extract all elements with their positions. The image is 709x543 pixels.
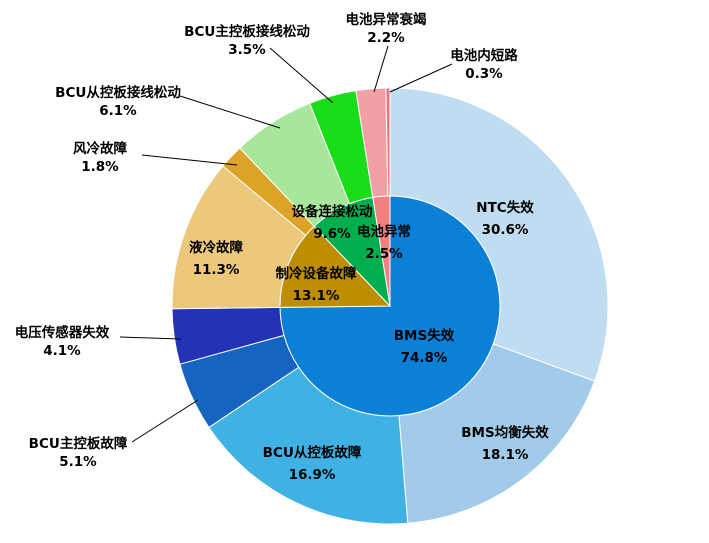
slice-label: 设备连接松动 9.6% <box>292 203 373 242</box>
leader-line <box>179 95 281 129</box>
slice-label: BCU主控板接线松动 3.5% <box>184 23 310 58</box>
slice-label: 电压传感器失效 4.1% <box>15 324 110 359</box>
leader-line <box>141 154 238 166</box>
slice-label: 风冷故障 1.8% <box>73 140 127 175</box>
slice-label: 电池异常 2.5% <box>357 223 411 262</box>
leader-line <box>389 63 453 93</box>
slice-label: BMS均衡失效 18.1% <box>461 424 549 463</box>
slice-label: 制冷设备故障 13.1% <box>276 265 357 304</box>
slice-label: NTC失效 30.6% <box>476 199 534 238</box>
slice-label: BCU从控板接线松动 6.1% <box>55 84 181 119</box>
slice-outer <box>385 87 391 197</box>
slice-label: BMS失效 74.8% <box>394 327 455 366</box>
leader-line <box>131 399 199 443</box>
slice-label: 液冷故障 11.3% <box>189 239 243 278</box>
slice-outer <box>398 343 596 524</box>
slice-label: 电池异常衰竭 2.2% <box>346 11 427 46</box>
slice-outer <box>208 366 409 525</box>
slice-label: 电池内短路 0.3% <box>450 47 518 82</box>
slice-outer <box>389 87 609 382</box>
slice-label: BCU从控板故障 16.9% <box>263 444 362 483</box>
leader-line <box>269 47 334 104</box>
slice-label: BCU主控板故障 5.1% <box>29 435 128 470</box>
leader-line <box>373 45 389 93</box>
leader-line <box>119 336 182 340</box>
